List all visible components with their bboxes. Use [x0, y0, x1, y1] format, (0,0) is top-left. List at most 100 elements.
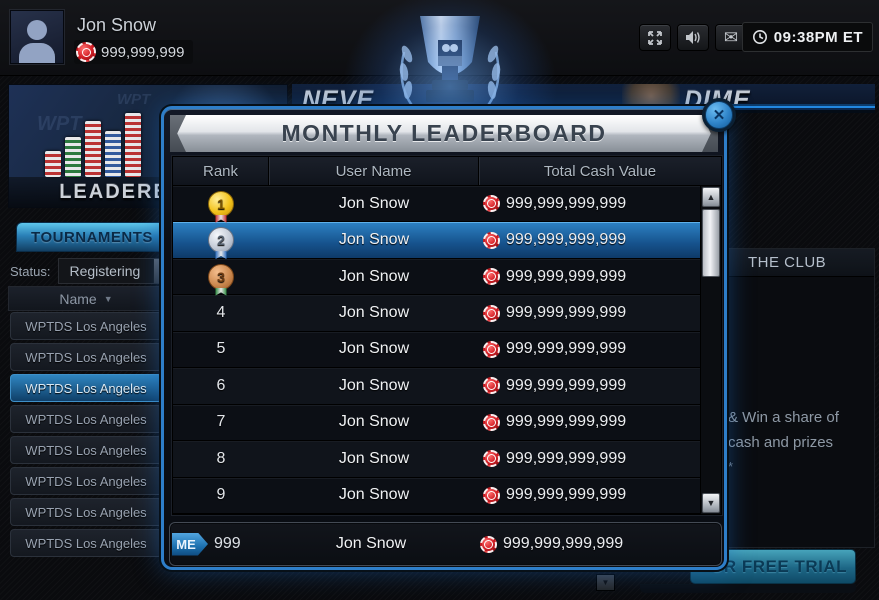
- collapsed-dropdown-button[interactable]: ▼: [596, 574, 615, 591]
- chip-balance: 999,999,999: [74, 40, 194, 64]
- tab-tournaments[interactable]: TOURNAMENTS: [16, 222, 168, 252]
- leaderboard-row[interactable]: 4 Jon Snow 999,999,999,999: [173, 295, 700, 332]
- status-value: Registering: [69, 263, 141, 279]
- my-rank-row: ME 999 Jon Snow 999,999,999,999: [169, 522, 722, 566]
- rank-cell: 8: [173, 450, 269, 468]
- club-panel-body: & Win a share of cash and prizes *: [616, 277, 874, 547]
- tournament-list-item[interactable]: WPTDS Los Angeles: [10, 343, 162, 371]
- tournament-list-item[interactable]: WPTDS Los Angeles: [10, 467, 162, 495]
- club-promo-text: & Win a share of cash and prizes: [728, 409, 839, 451]
- my-rank-cell: ME 999: [170, 532, 266, 556]
- tournament-name: WPTDS Los Angeles: [25, 535, 147, 551]
- row-cash-cell: 999,999,999,999: [479, 377, 700, 395]
- row-cash-cell: 999,999,999,999: [479, 413, 700, 431]
- chip-icon: [483, 377, 500, 395]
- sound-button[interactable]: [677, 24, 709, 51]
- scroll-down-button[interactable]: ▼: [702, 493, 720, 513]
- chip-icon: [483, 340, 500, 358]
- leaderboard-row[interactable]: 1 Jon Snow 999,999,999,999: [173, 186, 700, 223]
- row-username: Jon Snow: [338, 267, 410, 285]
- leaderboard-table: Rank User Name Total Cash Value 1 Jon Sn…: [172, 156, 722, 515]
- chip-stack: [125, 113, 141, 177]
- row-cash-cell: 999,999,999,999: [479, 340, 700, 358]
- rank-cell: 5: [173, 340, 269, 358]
- rank-cell: 1: [173, 190, 269, 217]
- my-rank-value: 999: [214, 535, 241, 552]
- close-button[interactable]: ✕: [702, 98, 736, 132]
- chip-stack: [65, 137, 81, 177]
- wpt-watermark: WPT: [117, 91, 151, 108]
- chip-balance-value: 999,999,999: [101, 43, 185, 61]
- rank-cell: 9: [173, 486, 269, 504]
- leaderboard-row[interactable]: 5 Jon Snow 999,999,999,999: [173, 331, 700, 369]
- wpt-watermark: WPT: [37, 113, 82, 135]
- status-dropdown[interactable]: Registering ▼: [58, 258, 177, 284]
- row-username: Jon Snow: [338, 413, 410, 431]
- club-header-label: THE CLUB: [748, 254, 827, 271]
- tournament-name: WPTDS Los Angeles: [25, 442, 147, 458]
- row-cash-value: 999,999,999,999: [506, 231, 627, 249]
- tournament-list-item[interactable]: WPTDS Los Angeles: [10, 529, 162, 557]
- leaderboard-row[interactable]: 6 Jon Snow 999,999,999,999: [173, 368, 700, 405]
- chip-stack: [45, 151, 61, 177]
- rank-cell: 7: [173, 413, 269, 431]
- my-cash-cell: 999,999,999,999: [476, 535, 721, 553]
- fullscreen-button[interactable]: [639, 24, 671, 51]
- chip-icon: [483, 413, 500, 431]
- row-username: Jon Snow: [338, 486, 410, 504]
- tournament-list-item[interactable]: WPTDS Los Angeles: [10, 312, 162, 340]
- row-username: Jon Snow: [338, 304, 410, 322]
- rank-badge: 8: [216, 449, 226, 467]
- tournament-list-item[interactable]: WPTDS Los Angeles: [10, 498, 162, 526]
- speaker-icon: [685, 30, 702, 45]
- row-cash-value: 999,999,999,999: [506, 449, 627, 467]
- scrollbar: ▲ ▼: [700, 186, 721, 514]
- chip-stack: [85, 121, 101, 177]
- tournament-name: WPTDS Los Angeles: [25, 349, 147, 365]
- tournament-list-item[interactable]: WPTDS Los Angeles: [10, 374, 162, 402]
- avatar[interactable]: [10, 10, 64, 64]
- row-username: Jon Snow: [338, 231, 410, 249]
- leaderboard-row[interactable]: 8 Jon Snow 999,999,999,999: [173, 441, 700, 478]
- chip-icon: [483, 450, 500, 468]
- name-header-label: Name: [59, 290, 97, 307]
- rank-badge: 3: [208, 263, 234, 290]
- clock-time: 09:38PM ET: [773, 28, 863, 46]
- leaderboard-row[interactable]: 7 Jon Snow 999,999,999,999: [173, 404, 700, 442]
- rank-badge: 4: [216, 304, 226, 322]
- tournament-name: WPTDS Los Angeles: [25, 411, 147, 427]
- leaderboard-row[interactable]: 9 Jon Snow 999,999,999,999: [173, 477, 700, 514]
- chip-stack: [105, 131, 121, 177]
- modal-title-ribbon: MONTHLY LEADERBOARD: [170, 115, 718, 152]
- leaderboard-row[interactable]: 2 Jon Snow 999,999,999,999: [173, 222, 700, 259]
- close-icon: ✕: [705, 101, 733, 129]
- name-column-header[interactable]: Name ▼: [8, 286, 164, 311]
- tournament-name: WPTDS Los Angeles: [25, 473, 147, 489]
- row-cash-cell: 999,999,999,999: [479, 195, 700, 213]
- row-cash-value: 999,999,999,999: [506, 376, 627, 394]
- tournament-list-item[interactable]: WPTDS Los Angeles: [10, 405, 162, 433]
- tournament-list-item[interactable]: WPTDS Los Angeles: [10, 436, 162, 464]
- row-cash-cell: 999,999,999,999: [479, 450, 700, 468]
- me-badge: ME: [172, 532, 208, 556]
- row-cash-value: 999,999,999,999: [506, 413, 627, 431]
- clock: 09:38PM ET: [741, 22, 873, 52]
- status-label: Status:: [10, 263, 51, 279]
- row-cash-cell: 999,999,999,999: [479, 231, 700, 249]
- mail-button[interactable]: ✉: [715, 24, 747, 51]
- club-footnote-star: *: [728, 459, 734, 474]
- leaderboard-row[interactable]: 3 Jon Snow 999,999,999,999: [173, 258, 700, 296]
- envelope-icon: ✉: [723, 28, 739, 47]
- chip-icon: [483, 304, 500, 322]
- tab-tournaments-label: TOURNAMENTS: [31, 228, 153, 246]
- row-username: Jon Snow: [338, 376, 410, 394]
- scroll-up-button[interactable]: ▲: [702, 187, 720, 207]
- row-username: Jon Snow: [338, 449, 410, 467]
- chevron-down-icon: ▼: [601, 578, 610, 587]
- tournament-list: WPTDS Los Angeles WPTDS Los Angeles WPTD…: [10, 312, 162, 557]
- sort-arrow-icon: ▼: [103, 293, 113, 304]
- rank-cell: 3: [173, 263, 269, 290]
- clock-icon: [752, 29, 768, 45]
- scrollbar-thumb[interactable]: [702, 209, 720, 277]
